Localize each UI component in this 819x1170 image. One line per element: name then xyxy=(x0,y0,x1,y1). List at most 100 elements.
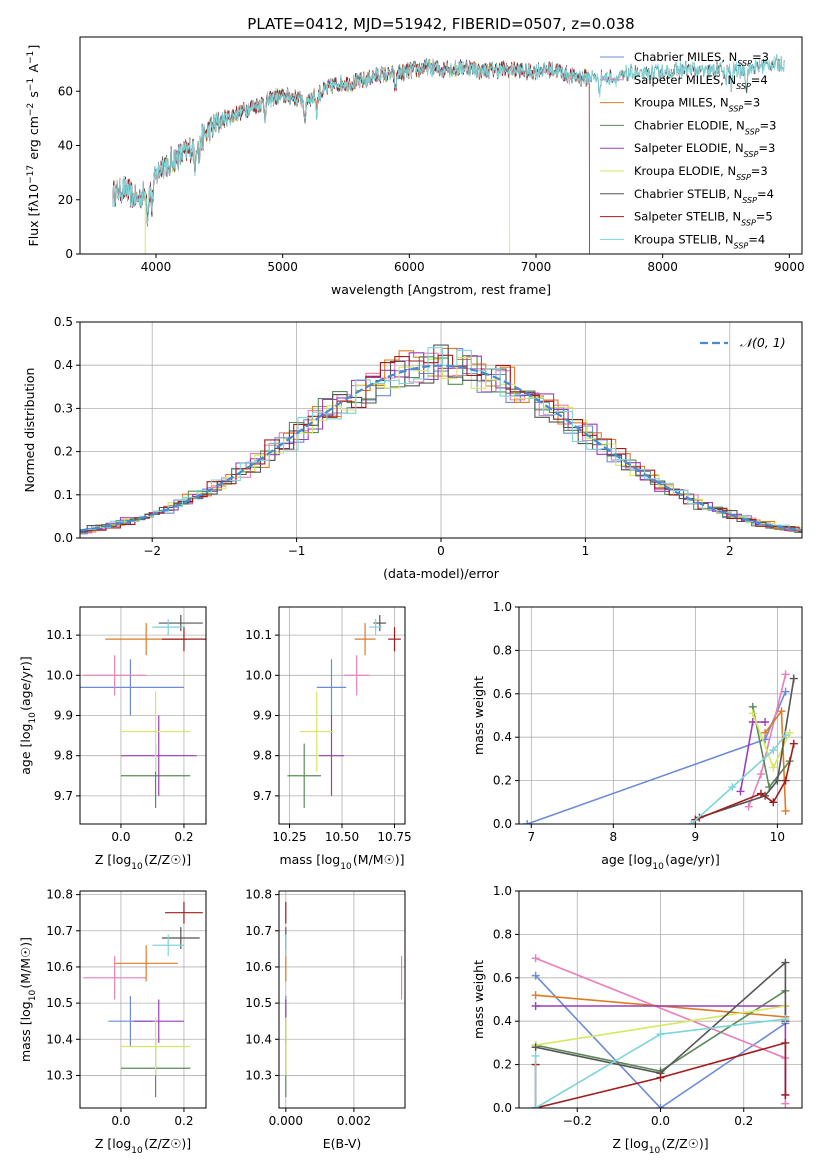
x-tick-label: 10 xyxy=(770,830,785,844)
x-tick-label: 9000 xyxy=(774,260,805,274)
weight-marker xyxy=(781,776,790,785)
y-tick-label: 0.4 xyxy=(54,358,73,372)
weight-line xyxy=(699,678,795,819)
weight-marker xyxy=(523,820,532,824)
label-subscript: 10 xyxy=(652,862,664,872)
weight-line xyxy=(690,734,787,824)
y-tick-label: 10.1 xyxy=(245,628,272,642)
y-tick-label: 10.8 xyxy=(245,888,272,902)
weight-marker xyxy=(761,728,770,737)
label-superscript: −2 xyxy=(26,103,36,116)
legend-label: Chabrier ELODIE, NSSP=3 xyxy=(634,118,776,136)
y-tick-label: 0.2 xyxy=(54,445,73,459)
weight-marker xyxy=(531,991,540,1000)
panel-data xyxy=(531,954,790,1108)
legend-label: Kroupa STELIB, NSSP=4 xyxy=(634,232,765,250)
weight-marker xyxy=(781,958,790,967)
weight-marker xyxy=(656,1073,665,1082)
y-axis-label: Flux [fλ10−17 erg cm−2 s−1 A−1 ] xyxy=(26,45,41,247)
label-subscript: 10 xyxy=(28,990,38,1002)
y-tick-label: 10.6 xyxy=(245,960,272,974)
axes-frame xyxy=(79,890,207,1109)
weight-marker xyxy=(748,709,757,718)
label-part: (age/yr)] xyxy=(665,852,720,867)
legend-label-suffix: =4 xyxy=(757,187,774,201)
legend-label-suffix: =3 xyxy=(752,50,769,64)
y-axis-label: mass weight xyxy=(471,960,486,1039)
label-part: log xyxy=(112,1136,131,1151)
panel-spectrum: 4000 5000 6000 7000 8000 9000 0 20 40 60 wavelengt… xyxy=(26,36,805,297)
panel-residuals: −2 −1 0 1 2 0.0 0.1 0.2 0.3 0.4 0.5 (data-model)/er… xyxy=(22,315,803,581)
weight-marker xyxy=(736,787,745,796)
x-tick-label: 0.2 xyxy=(734,1114,753,1128)
weight-marker xyxy=(531,1051,540,1060)
weight-marker xyxy=(769,746,778,755)
x-tick-label: 0.0 xyxy=(111,830,130,844)
label-subscript: 10 xyxy=(649,1146,661,1156)
label-part: A xyxy=(26,64,41,73)
label-superscript: −1 xyxy=(26,51,36,64)
y-tick-label: 10.6 xyxy=(46,960,73,974)
panel-data xyxy=(285,901,403,1098)
y-tick-label: 9.7 xyxy=(253,789,272,803)
y-tick-label: 10.7 xyxy=(245,924,272,938)
y-tick-label: 0.8 xyxy=(493,643,512,657)
y-tick-label: 0.8 xyxy=(493,927,512,941)
label-subscript: 10 xyxy=(131,1146,143,1156)
weight-marker xyxy=(781,687,790,696)
y-tick-label: 0.1 xyxy=(54,488,73,502)
weight-marker xyxy=(785,728,794,737)
y-tick-label: 0.5 xyxy=(54,315,73,329)
y-tick-label: 10.0 xyxy=(46,668,73,682)
spectrum-lines xyxy=(112,54,785,254)
label-part: erg xyxy=(26,135,41,164)
panel-data xyxy=(523,670,798,824)
weight-marker xyxy=(781,1090,790,1099)
legend-label: Chabrier MILES, NSSP=3 xyxy=(634,50,769,68)
label-part: ] xyxy=(26,45,41,50)
legend-label: Salpeter ELODIE, NSSP=3 xyxy=(634,141,775,159)
legend-label-text: Chabrier ELODIE, N xyxy=(634,118,745,132)
weight-marker xyxy=(781,1038,790,1047)
label-part: mass weight xyxy=(471,960,486,1039)
legend-label-suffix: =4 xyxy=(751,73,768,87)
legend-label: Kroupa ELODIE, NSSP=3 xyxy=(634,164,768,182)
label-part: (Z/Z☉)] xyxy=(662,1136,709,1151)
y-tick-label: 0.0 xyxy=(493,817,512,831)
label-part: log xyxy=(321,852,340,867)
label-part: Z [ xyxy=(612,1136,629,1151)
y-tick-label: 0.4 xyxy=(493,730,512,744)
weight-marker xyxy=(756,770,765,779)
weight-marker xyxy=(656,1104,665,1108)
panel-data xyxy=(287,615,401,808)
weight-marker xyxy=(531,1104,540,1108)
x-tick-label: 0.2 xyxy=(174,830,193,844)
spectrum-line xyxy=(112,54,785,225)
weight-marker xyxy=(781,731,790,740)
x-axis-label: Z [log10 (Z/Z☉)] xyxy=(612,1136,708,1156)
weight-marker xyxy=(781,670,790,679)
legend-label-sub: SSP xyxy=(741,218,756,227)
x-tick-label: 7 xyxy=(527,830,535,844)
label-part: Z [ xyxy=(95,852,112,867)
label-part: Flux [fλ xyxy=(26,199,41,246)
y-tick-label: 10.0 xyxy=(245,668,272,682)
legend-label-suffix: =3 xyxy=(743,96,760,110)
legend-label-text: Kroupa STELIB, N xyxy=(634,232,734,246)
x-tick-label: 10.50 xyxy=(325,830,359,844)
panel-data xyxy=(80,615,206,808)
label-subscript: 10 xyxy=(131,862,143,872)
legend-label-text: Chabrier MILES, N xyxy=(634,50,737,64)
weight-marker xyxy=(777,707,786,716)
parameter-panels: 0.0 0.29.79.89.910.010.1Z [log10 (Z/Z☉)]a… xyxy=(18,600,803,1156)
y-tick-label: 10.4 xyxy=(46,1032,73,1046)
weight-marker xyxy=(687,820,696,824)
legend-label-text: Salpeter STELIB, N xyxy=(634,210,741,224)
label-subscript: 10 xyxy=(340,862,352,872)
y-tick-label: 9.9 xyxy=(253,709,272,723)
label-superscript: −17 xyxy=(26,165,36,184)
panel-mass-weight-vs-z: −0.2 0.0 0.2 0.0 0.2 0.4 0.6 0.8 1.0 Z [log10 (Z/… xyxy=(471,884,803,1156)
y-tick-label: 0.3 xyxy=(54,401,73,415)
